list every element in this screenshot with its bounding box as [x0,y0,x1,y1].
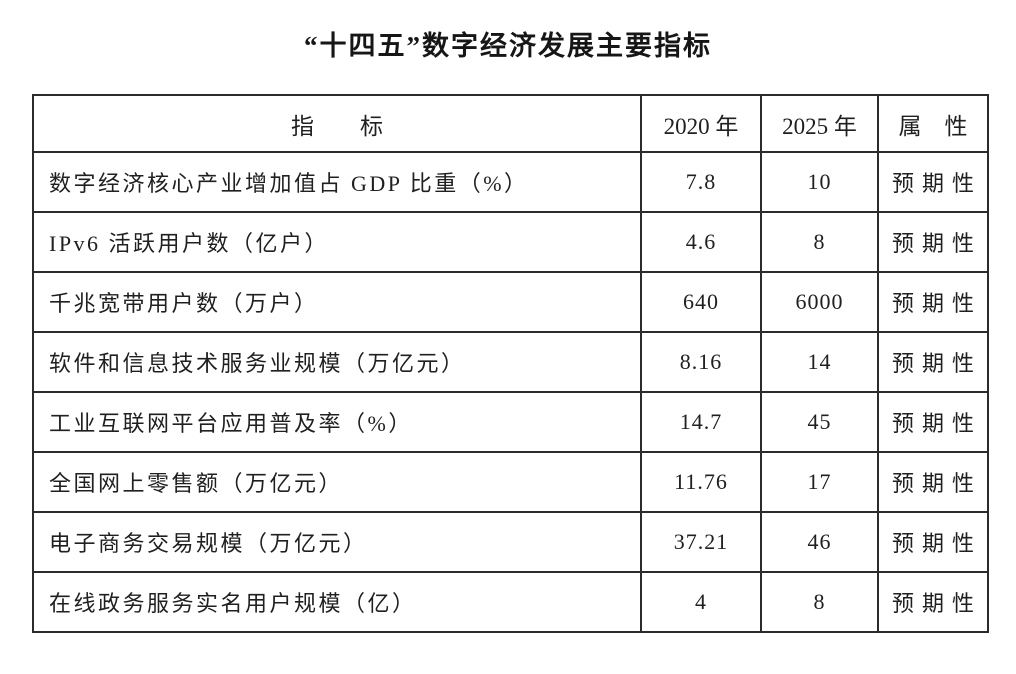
cell-attribute: 预期性 [877,331,989,393]
cell-indicator: 在线政务服务实名用户规模（亿） [32,571,642,633]
cell-indicator: 千兆宽带用户数（万户） [32,271,642,333]
table-row: 数字经济核心产业增加值占 GDP 比重（%） 7.8 10 预期性 [32,151,989,213]
cell-2020-value: 8.16 [640,331,762,393]
cell-2025-value: 17 [760,451,879,513]
cell-attribute: 预期性 [877,151,989,213]
table-row: 在线政务服务实名用户规模（亿） 4 8 预期性 [32,571,989,633]
cell-2025-value: 6000 [760,271,879,333]
cell-attribute: 预期性 [877,571,989,633]
cell-2025-value: 8 [760,571,879,633]
table-row: 工业互联网平台应用普及率（%） 14.7 45 预期性 [32,391,989,453]
table-row: 软件和信息技术服务业规模（万亿元） 8.16 14 预期性 [32,331,989,393]
cell-2020-value: 11.76 [640,451,762,513]
cell-2020-value: 14.7 [640,391,762,453]
cell-2025-value: 45 [760,391,879,453]
header-year-2020: 2020 年 [640,94,762,153]
header-year-2025: 2025 年 [760,94,879,153]
cell-2025-value: 8 [760,211,879,273]
table-row: IPv6 活跃用户数（亿户） 4.6 8 预期性 [32,211,989,273]
cell-indicator: IPv6 活跃用户数（亿户） [32,211,642,273]
cell-2020-value: 4.6 [640,211,762,273]
cell-2025-value: 10 [760,151,879,213]
cell-indicator: 全国网上零售额（万亿元） [32,451,642,513]
cell-indicator: 软件和信息技术服务业规模（万亿元） [32,331,642,393]
cell-attribute: 预期性 [877,271,989,333]
page-title: “十四五”数字经济发展主要指标 [304,31,712,61]
cell-2020-value: 7.8 [640,151,762,213]
cell-attribute: 预期性 [877,211,989,273]
table-row: 千兆宽带用户数（万户） 640 6000 预期性 [32,271,989,333]
header-indicator: 指 标 [32,94,642,153]
cell-2020-value: 4 [640,571,762,633]
cell-indicator: 工业互联网平台应用普及率（%） [32,391,642,453]
cell-indicator: 数字经济核心产业增加值占 GDP 比重（%） [32,151,642,213]
cell-2025-value: 14 [760,331,879,393]
cell-2025-value: 46 [760,511,879,573]
cell-attribute: 预期性 [877,511,989,573]
cell-attribute: 预期性 [877,451,989,513]
header-attribute: 属 性 [877,94,989,153]
table-header-row: 指 标 2020 年 2025 年 属 性 [32,94,989,153]
table-row: 全国网上零售额（万亿元） 11.76 17 预期性 [32,451,989,513]
table-row: 电子商务交易规模（万亿元） 37.21 46 预期性 [32,511,989,573]
cell-attribute: 预期性 [877,391,989,453]
cell-indicator: 电子商务交易规模（万亿元） [32,511,642,573]
cell-2020-value: 640 [640,271,762,333]
cell-2020-value: 37.21 [640,511,762,573]
indicator-table: 指 标 2020 年 2025 年 属 性 数字经济核心产业增加值占 GDP 比… [32,94,989,633]
